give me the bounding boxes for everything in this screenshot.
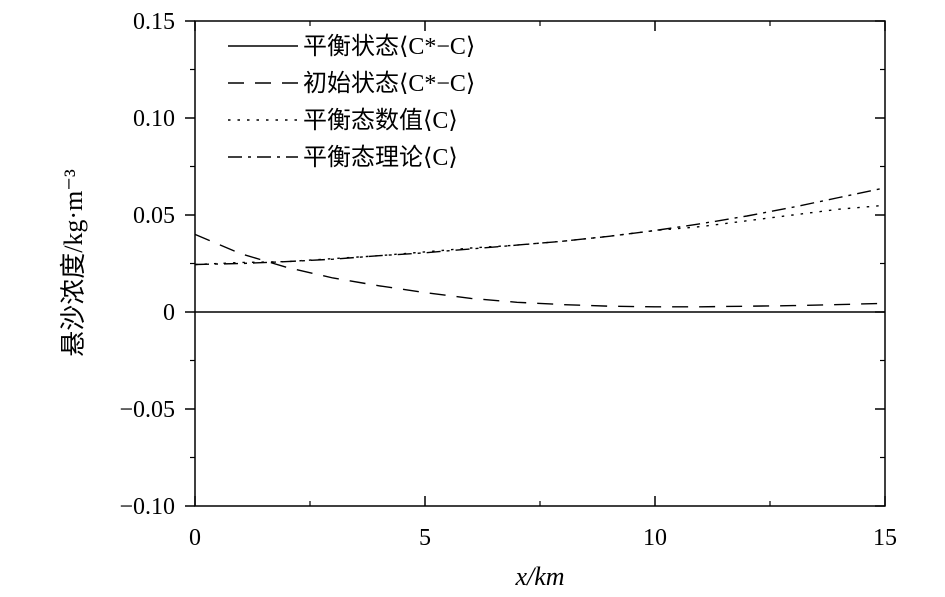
x-axis-title: x/km [514, 562, 564, 591]
y-tick-label: −0.05 [119, 397, 175, 423]
y-tick-label: −0.10 [119, 494, 175, 520]
legend: 平衡状态⟨C*−C⟩ 初始状态⟨C*−C⟩ 平衡态数值⟨C⟩ 平衡态理论⟨C⟩ [228, 33, 475, 171]
plot-area-frame [194, 20, 886, 507]
legend-label-4: 平衡态理论⟨C⟩ [303, 144, 458, 171]
data-series [194, 187, 886, 313]
y-axis-title: 悬沙浓度/kg·m⁻³ [59, 169, 88, 357]
y-tick-label: 0.05 [133, 203, 175, 229]
series-line-3 [194, 204, 886, 266]
legend-label-2: 初始状态⟨C*−C⟩ [303, 70, 475, 97]
x-tick-label: 0 [189, 525, 201, 551]
x-tick-label: 15 [873, 525, 897, 551]
series-line-4 [194, 187, 886, 266]
y-tick-label: 0.15 [133, 9, 175, 35]
series-line-2 [194, 233, 886, 308]
y-tick-label: 0 [163, 300, 175, 326]
legend-label-3: 平衡态数值⟨C⟩ [303, 107, 458, 134]
axis-tick-labels: 0 5 10 15 −0.10 −0.05 0 0.05 0.10 0.15 [119, 9, 897, 551]
legend-label-1: 平衡状态⟨C*−C⟩ [303, 33, 475, 60]
y-tick-label: 0.10 [133, 106, 175, 132]
axis-ticks [185, 20, 886, 507]
x-tick-label: 10 [643, 525, 667, 551]
x-tick-label: 5 [419, 525, 431, 551]
